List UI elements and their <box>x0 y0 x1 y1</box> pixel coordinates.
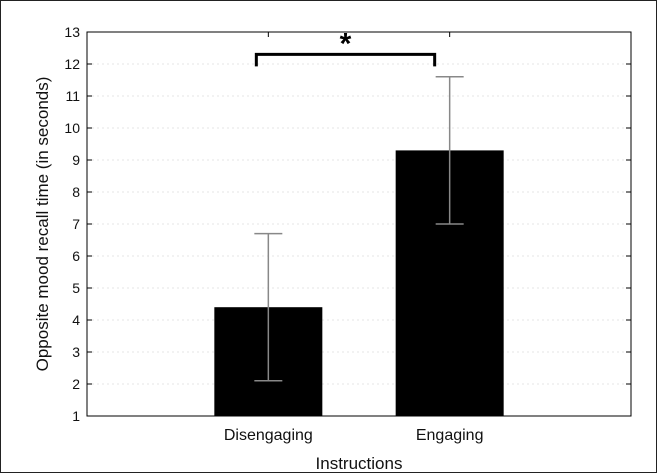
y-tick-label: 7 <box>72 216 80 232</box>
y-tick-label: 2 <box>72 376 80 392</box>
y-tick-label: 8 <box>72 184 80 200</box>
y-tick-label: 6 <box>72 248 80 264</box>
significance-bracket <box>254 52 437 67</box>
y-tick-label: 5 <box>72 280 80 296</box>
y-tick-label: 3 <box>72 344 80 360</box>
y-tick-label: 1 <box>72 408 80 424</box>
error-bars <box>254 76 464 382</box>
significance-star: * <box>340 27 352 60</box>
y-tick-label: 12 <box>64 56 80 72</box>
x-axis-ticks: Disengaging Engaging <box>224 32 484 444</box>
bars <box>214 150 504 416</box>
y-tick-label: 13 <box>64 24 80 40</box>
x-axis-title: Instructions <box>316 454 403 473</box>
gridlines <box>87 63 631 385</box>
y-tick-label: 4 <box>72 312 80 328</box>
y-axis-title: Opposite mood recall time (in seconds) <box>33 77 52 372</box>
y-tick-label: 11 <box>65 88 80 104</box>
x-tick-label: Disengaging <box>224 427 313 444</box>
significance-annotation: * <box>254 27 437 67</box>
x-tick-label: Engaging <box>416 427 484 444</box>
y-tick-label: 9 <box>72 152 80 168</box>
y-tick-label: 10 <box>64 120 80 136</box>
